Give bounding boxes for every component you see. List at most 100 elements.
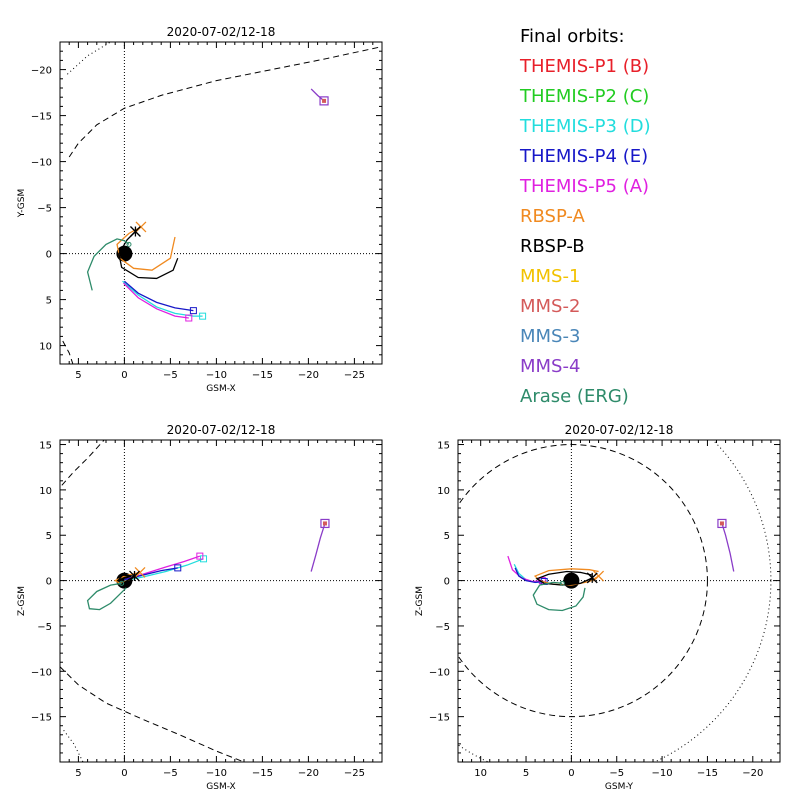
panel-yz-title: 2020-07-02/12-18 — [565, 423, 674, 437]
x-tick-label: 5 — [75, 370, 81, 381]
spacecraft-marker — [322, 98, 327, 103]
x-tick-label: −20 — [298, 768, 319, 779]
plot-area — [60, 440, 382, 762]
panel-yz-xlabel: GSM-Y — [605, 782, 634, 792]
spacecraft-marker — [189, 307, 197, 315]
spacecraft-marker — [126, 241, 132, 247]
spacecraft-marker — [717, 518, 727, 529]
y-tick-label: 5 — [46, 531, 52, 542]
panel-xz: 2020-07-02/12-18 GSM-X Z-GSM 5 0 −5 −10 −15 −… — [17, 423, 383, 792]
magnetopause-lower-line — [62, 340, 74, 364]
spacecraft-marker — [320, 518, 330, 529]
orbit-line — [123, 280, 194, 312]
panel-yz: 2020-07-02/12-18 GSM-Y Z-GSM 10 5 0 −5 −10 −1… — [415, 423, 781, 792]
x-tick-label: −20 — [298, 370, 319, 381]
legend-item: THEMIS-P4 (E) — [520, 146, 649, 167]
bow-shock-line — [458, 440, 772, 762]
bow-shock-line — [67, 42, 111, 75]
magnetopause-upper-line — [61, 440, 105, 486]
spacecraft-marker — [196, 552, 204, 560]
orbit-line — [123, 282, 189, 319]
orbit-line — [310, 523, 326, 572]
spacecraft-marker — [185, 314, 193, 322]
legend-title: Final orbits: — [520, 26, 625, 47]
spacecraft-marker — [586, 572, 598, 584]
y-tick-label: 10 — [437, 486, 450, 497]
x-tick-label: −5 — [163, 768, 178, 779]
x-tick-label: 0 — [121, 768, 127, 779]
y-tick-label: −5 — [37, 204, 52, 215]
spacecraft-marker — [319, 96, 329, 106]
legend-item: MMS-4 — [520, 356, 581, 377]
y-tick-label: −20 — [31, 66, 52, 77]
orbit-line — [514, 567, 545, 584]
orbit-line — [86, 582, 127, 611]
legend-item: THEMIS-P1 (B) — [520, 56, 650, 77]
x-tick-label: −15 — [252, 370, 273, 381]
y-tick-label: −5 — [37, 622, 52, 633]
orbit-line — [86, 238, 130, 291]
spacecraft-marker — [135, 221, 147, 233]
orbit-line — [535, 570, 593, 586]
y-tick-label: 0 — [46, 250, 52, 261]
spacecraft-marker — [134, 566, 146, 578]
bow-shock-line — [63, 729, 84, 762]
orbit-line — [122, 280, 203, 317]
legend-item: MMS-1 — [520, 266, 581, 287]
panel-xy-ylabel: Y-GSM — [17, 189, 27, 218]
plot-frame — [457, 439, 781, 763]
legend-item: Arase (ERG) — [520, 386, 629, 407]
x-tick-label: 0 — [568, 768, 574, 779]
x-tick-label: −5 — [163, 370, 178, 381]
legend-item: MMS-2 — [520, 296, 581, 317]
spacecraft-marker — [719, 521, 724, 526]
x-tick-label: −10 — [206, 768, 227, 779]
x-tick-label: −10 — [652, 768, 673, 779]
legend-item: RBSP-B — [520, 236, 585, 257]
panel-xy-xlabel: GSM-X — [206, 384, 235, 394]
legend-item: THEMIS-P2 (C) — [520, 86, 650, 107]
y-tick-label: 10 — [39, 342, 52, 353]
legend: Final orbits: THEMIS-P1 (B) THEMIS-P2 (C)… — [520, 22, 651, 412]
orbit-line — [532, 581, 586, 612]
magnetopause-lower-line — [60, 666, 245, 762]
x-tick-label: −20 — [742, 768, 763, 779]
spacecraft-marker — [174, 564, 182, 572]
spacecraft-marker — [119, 580, 125, 586]
x-tick-label: −15 — [252, 768, 273, 779]
earth-marker — [563, 572, 580, 589]
spacecraft-marker — [199, 312, 207, 320]
x-tick-label: −25 — [344, 768, 365, 779]
y-tick-label: −10 — [31, 158, 52, 169]
x-tick-label: 5 — [75, 768, 81, 779]
x-tick-label: −10 — [206, 370, 227, 381]
plot-area — [458, 440, 780, 762]
y-tick-label: −15 — [31, 713, 52, 724]
y-tick-label: 10 — [39, 486, 52, 497]
panel-xz-title: 2020-07-02/12-18 — [167, 423, 276, 437]
y-tick-label: −10 — [429, 667, 450, 678]
y-tick-label: −15 — [31, 112, 52, 123]
orbit-line — [116, 226, 176, 271]
legend-item: RBSP-A — [520, 206, 585, 227]
x-tick-label: −15 — [697, 768, 718, 779]
y-tick-label: 0 — [46, 577, 52, 588]
panel-xy-title: 2020-07-02/12-18 — [167, 25, 276, 39]
plot-area — [60, 42, 382, 364]
x-tick-label: 10 — [474, 768, 487, 779]
earth-marker — [116, 245, 133, 262]
legend-item: THEMIS-P5 (A) — [520, 176, 650, 197]
y-tick-label: −5 — [435, 622, 450, 633]
orbit-line — [721, 523, 735, 572]
legend-item: MMS-3 — [520, 326, 581, 347]
x-tick-label: 0 — [121, 370, 127, 381]
spacecraft-marker — [559, 580, 565, 586]
x-tick-label: −25 — [344, 370, 365, 381]
panel-xy: 2020-07-02/12-18 GSM-X Y-GSM 5 0 −5 −10 −15 −… — [17, 25, 383, 394]
panel-xz-xlabel: GSM-X — [206, 782, 235, 792]
y-tick-label: 15 — [437, 441, 450, 452]
legend-item: THEMIS-P3 (D) — [520, 116, 651, 137]
plot-frame — [59, 41, 383, 365]
y-tick-label: 15 — [39, 441, 52, 452]
